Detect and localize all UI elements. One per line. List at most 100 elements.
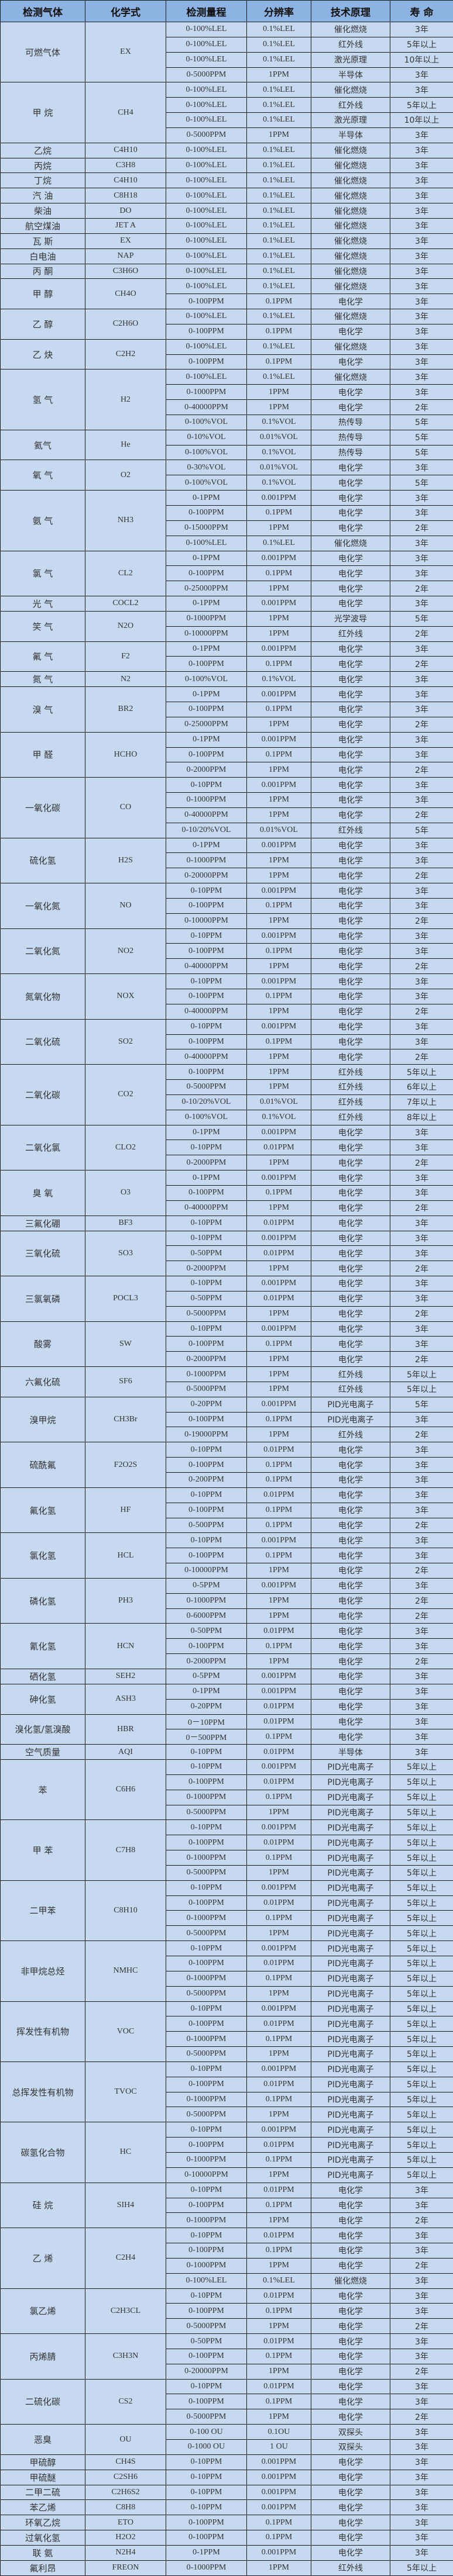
formula-cell: BR2: [85, 687, 166, 733]
gas-name-cell: 二氧化氮: [1, 928, 85, 974]
principle-cell: 红外线: [311, 2560, 390, 2575]
resolution-cell: 1PPM: [247, 1306, 311, 1321]
range-cell: 0-1000PPM: [166, 1911, 247, 1926]
range-cell: 0-10PPM: [166, 928, 247, 944]
life-cell: 3年: [390, 188, 453, 203]
life-cell: 10年以上: [390, 113, 453, 128]
range-cell: 0-1PPM: [166, 491, 247, 506]
range-cell: 0-100PPM: [166, 1337, 247, 1352]
principle-cell: 电化学: [311, 1049, 390, 1065]
range-cell: 0-10000PPM: [166, 2167, 247, 2183]
principle-cell: 红外线: [311, 1094, 390, 1110]
range-cell: 0-100PPM: [166, 989, 247, 1004]
principle-cell: 热传导: [311, 415, 390, 430]
resolution-cell: 0.1PPM: [247, 747, 311, 762]
range-cell: 0-10PPM: [166, 1487, 247, 1503]
resolution-cell: 0.001PPM: [247, 838, 311, 853]
life-cell: 3年: [390, 1185, 453, 1200]
principle-cell: 电化学: [311, 1533, 390, 1548]
life-cell: 2年: [390, 1593, 453, 1608]
range-cell: 0-100%LEL: [166, 22, 247, 37]
range-cell: 0-10PPM: [166, 2288, 247, 2304]
life-cell: 3年: [390, 536, 453, 551]
resolution-cell: 1PPM: [247, 520, 311, 536]
range-cell: 0-100PPM: [166, 2515, 247, 2530]
resolution-cell: 0.001PPM: [247, 2122, 311, 2138]
life-cell: 5年: [390, 475, 453, 491]
range-cell: 0-1000PPM: [166, 2092, 247, 2107]
range-cell: 0-10PPM: [166, 2062, 247, 2077]
formula-cell: BF3: [85, 1216, 166, 1231]
resolution-cell: 1PPM: [247, 959, 311, 974]
life-cell: 3年: [390, 279, 453, 294]
life-cell: 2年: [390, 1155, 453, 1170]
range-cell: 0-5000PPM: [166, 2107, 247, 2122]
range-cell: 0-25000PPM: [166, 717, 247, 732]
life-cell: 3年: [390, 491, 453, 506]
resolution-cell: 0.001PPM: [247, 778, 311, 793]
principle-cell: 电化学: [311, 778, 390, 793]
life-cell: 2年: [390, 626, 453, 641]
resolution-cell: 0.1PPM: [247, 1518, 311, 1533]
range-cell: 0-100%LEL: [166, 173, 247, 188]
life-cell: 2年: [390, 1049, 453, 1065]
principle-cell: 电化学: [311, 1654, 390, 1669]
principle-cell: 电化学: [311, 1729, 390, 1745]
range-cell: 0-100%LEL: [166, 536, 247, 551]
formula-cell: NO2: [85, 928, 166, 974]
principle-cell: PID光电离子: [311, 1760, 390, 1775]
range-cell: 0-100%LEL: [166, 309, 247, 324]
gas-name-cell: 氰化氢: [1, 1624, 85, 1669]
formula-cell: TVOC: [85, 2062, 166, 2122]
range-cell: 0-50PPM: [166, 1246, 247, 1261]
resolution-cell: 1PPM: [247, 2560, 311, 2575]
range-cell: 0-100PPM: [166, 657, 247, 672]
resolution-cell: 0.01PPM: [247, 2228, 311, 2243]
formula-cell: C4H10: [85, 143, 166, 158]
range-cell: 0-1000PPM: [166, 2032, 247, 2047]
life-cell: 2年: [390, 2409, 453, 2425]
resolution-cell: 0.1%LEL: [247, 143, 311, 158]
principle-cell: 双探头: [311, 2440, 390, 2455]
life-cell: 3年: [390, 143, 453, 158]
resolution-cell: 0.1%LEL: [247, 264, 311, 279]
range-cell: 0-5000PPM: [166, 1986, 247, 2001]
principle-cell: 电化学: [311, 1593, 390, 1608]
gas-name-cell: 硒化氢: [1, 1669, 85, 1684]
resolution-cell: 1PPM: [247, 2409, 311, 2425]
life-cell: 3年: [390, 793, 453, 808]
resolution-cell: 0.01PPM: [247, 1291, 311, 1306]
formula-cell: C2H2: [85, 339, 166, 370]
formula-cell: COCL2: [85, 596, 166, 612]
principle-cell: 电化学: [311, 868, 390, 883]
life-cell: 5年以上: [390, 1971, 453, 1986]
formula-cell: C6H6: [85, 1760, 166, 1820]
formula-cell: SEH2: [85, 1669, 166, 1684]
range-cell: 0-100PPM: [166, 2198, 247, 2213]
resolution-cell: 0.001PPM: [247, 1170, 311, 1186]
life-cell: 3年: [390, 1231, 453, 1246]
header-principle: 技术原理: [311, 1, 390, 22]
resolution-cell: 1PPM: [247, 1080, 311, 1095]
gas-name-cell: 乙 炔: [1, 339, 85, 370]
life-cell: 5年以上: [390, 1850, 453, 1866]
life-cell: 5年以上: [390, 1805, 453, 1820]
life-cell: 3年: [390, 67, 453, 82]
resolution-cell: 0.01PPM: [247, 1140, 311, 1155]
principle-cell: 电化学: [311, 1458, 390, 1473]
principle-cell: PID光电离子: [311, 2138, 390, 2153]
principle-cell: 电化学: [311, 1578, 390, 1593]
principle-cell: 电化学: [311, 1337, 390, 1352]
resolution-cell: 0.001PPM: [247, 1941, 311, 1956]
principle-cell: 红外线: [311, 98, 390, 113]
principle-cell: 电化学: [311, 732, 390, 747]
resolution-cell: 0.1%LEL: [247, 52, 311, 67]
formula-cell: SW: [85, 1321, 166, 1367]
